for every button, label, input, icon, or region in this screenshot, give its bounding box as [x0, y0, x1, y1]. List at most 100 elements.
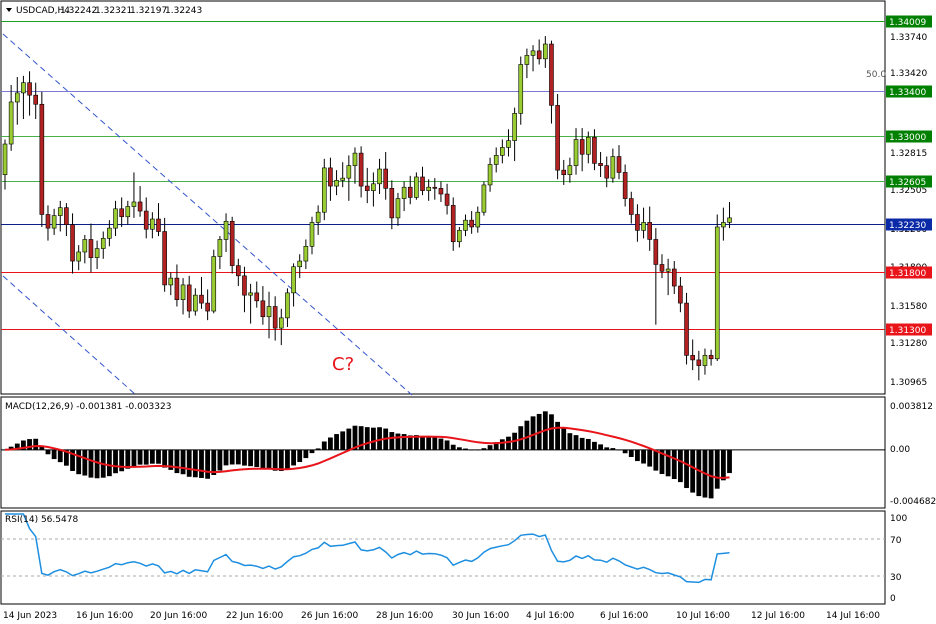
candle-bear[interactable]	[33, 94, 39, 105]
candle-bear[interactable]	[432, 186, 438, 189]
candle-bull[interactable]	[211, 256, 217, 312]
candle-bull[interactable]	[303, 245, 309, 262]
candle-bull[interactable]	[193, 294, 198, 312]
candle-bull[interactable]	[278, 317, 284, 329]
candle-bear[interactable]	[536, 50, 542, 60]
candle-bull[interactable]	[168, 277, 174, 286]
candle-bull[interactable]	[217, 239, 223, 257]
candle-bull[interactable]	[285, 292, 290, 319]
candle-bear[interactable]	[272, 306, 278, 329]
candle-bull[interactable]	[401, 186, 407, 199]
candle-bull[interactable]	[530, 50, 536, 56]
candle-bull[interactable]	[315, 211, 321, 223]
candle-bear[interactable]	[143, 210, 149, 230]
candle-bull[interactable]	[463, 219, 468, 231]
candle-bear[interactable]	[628, 198, 634, 215]
candle-bull[interactable]	[727, 217, 732, 223]
candle-bull[interactable]	[82, 239, 88, 253]
candle-bull[interactable]	[8, 101, 14, 145]
candle-bear[interactable]	[174, 277, 180, 300]
candle-bull[interactable]	[248, 292, 253, 296]
candle-bear[interactable]	[236, 265, 241, 277]
candle-bear[interactable]	[696, 359, 702, 366]
candle-bear[interactable]	[358, 152, 364, 187]
candle-bear[interactable]	[678, 285, 683, 304]
candle-bear[interactable]	[186, 284, 192, 312]
candle-bear[interactable]	[635, 214, 640, 231]
candle-bull[interactable]	[223, 220, 229, 240]
candle-bull[interactable]	[481, 184, 487, 213]
candle-bull[interactable]	[291, 266, 296, 294]
candle-bull[interactable]	[457, 230, 462, 243]
candle-bull[interactable]	[94, 248, 100, 258]
candle-bull[interactable]	[371, 183, 376, 191]
candle-bull[interactable]	[475, 211, 481, 228]
candle-bear[interactable]	[407, 186, 413, 198]
candle-bull[interactable]	[2, 143, 8, 176]
candle-bull[interactable]	[506, 140, 511, 148]
candle-bull[interactable]	[51, 215, 57, 229]
candle-bull[interactable]	[321, 167, 327, 213]
candle-bear[interactable]	[137, 201, 143, 212]
candle-bull[interactable]	[573, 139, 579, 166]
candle-bear[interactable]	[254, 292, 260, 302]
candle-bull[interactable]	[665, 268, 671, 272]
candle-bear[interactable]	[229, 220, 235, 266]
candle-bull[interactable]	[76, 251, 81, 262]
candle-bear[interactable]	[39, 103, 45, 215]
candle-bear[interactable]	[690, 355, 695, 361]
candle-bull[interactable]	[500, 147, 505, 156]
candle-bull[interactable]	[543, 43, 548, 60]
candle-bear[interactable]	[420, 176, 425, 191]
candle-bull[interactable]	[107, 227, 112, 239]
candle-bear[interactable]	[156, 218, 161, 232]
candle-bear[interactable]	[364, 185, 370, 191]
candle-bull[interactable]	[585, 136, 591, 155]
candle-bull[interactable]	[346, 165, 352, 179]
candle-bear[interactable]	[555, 105, 560, 171]
candle-bull[interactable]	[14, 92, 20, 103]
candle-bull[interactable]	[266, 306, 272, 318]
candle-bear[interactable]	[684, 302, 689, 356]
candle-bear[interactable]	[328, 167, 333, 187]
candle-bear[interactable]	[708, 355, 714, 360]
candle-bear[interactable]	[64, 207, 69, 226]
candle-bear[interactable]	[438, 188, 444, 195]
candle-bull[interactable]	[487, 164, 493, 186]
candle-bull[interactable]	[180, 284, 186, 300]
candle-bear[interactable]	[205, 302, 210, 312]
candle-bull[interactable]	[21, 82, 26, 94]
candle-bear[interactable]	[592, 136, 597, 164]
candle-bear[interactable]	[242, 275, 247, 296]
candle-bull[interactable]	[721, 222, 726, 228]
candle-bull[interactable]	[714, 226, 720, 360]
candle-bull[interactable]	[57, 207, 63, 216]
candle-bear[interactable]	[616, 156, 622, 173]
candle-bull[interactable]	[518, 64, 524, 114]
candle-bull[interactable]	[610, 156, 616, 179]
candle-bear[interactable]	[119, 208, 124, 218]
candle-bull[interactable]	[426, 186, 431, 191]
candle-bear[interactable]	[561, 169, 567, 176]
candle-bull[interactable]	[395, 198, 401, 219]
candle-bear[interactable]	[88, 239, 94, 258]
candle-bear[interactable]	[260, 300, 266, 318]
candle-bull[interactable]	[297, 260, 303, 268]
candle-bull[interactable]	[352, 152, 358, 166]
candle-bear[interactable]	[653, 239, 659, 265]
candle-bear[interactable]	[45, 214, 51, 229]
candle-bull[interactable]	[567, 165, 573, 176]
candle-bull[interactable]	[414, 176, 419, 198]
candle-bull[interactable]	[512, 113, 517, 141]
candle-bear[interactable]	[598, 163, 603, 166]
candle-bear[interactable]	[27, 82, 32, 96]
candle-bear[interactable]	[549, 43, 554, 106]
candle-bear[interactable]	[579, 139, 585, 155]
candle-bull[interactable]	[131, 201, 137, 207]
candle-bear[interactable]	[383, 168, 388, 189]
candles[interactable]	[2, 36, 732, 381]
candle-bear[interactable]	[70, 224, 75, 262]
candle-bull[interactable]	[125, 206, 131, 218]
candle-bull[interactable]	[100, 238, 106, 249]
candle-bear[interactable]	[647, 222, 653, 240]
